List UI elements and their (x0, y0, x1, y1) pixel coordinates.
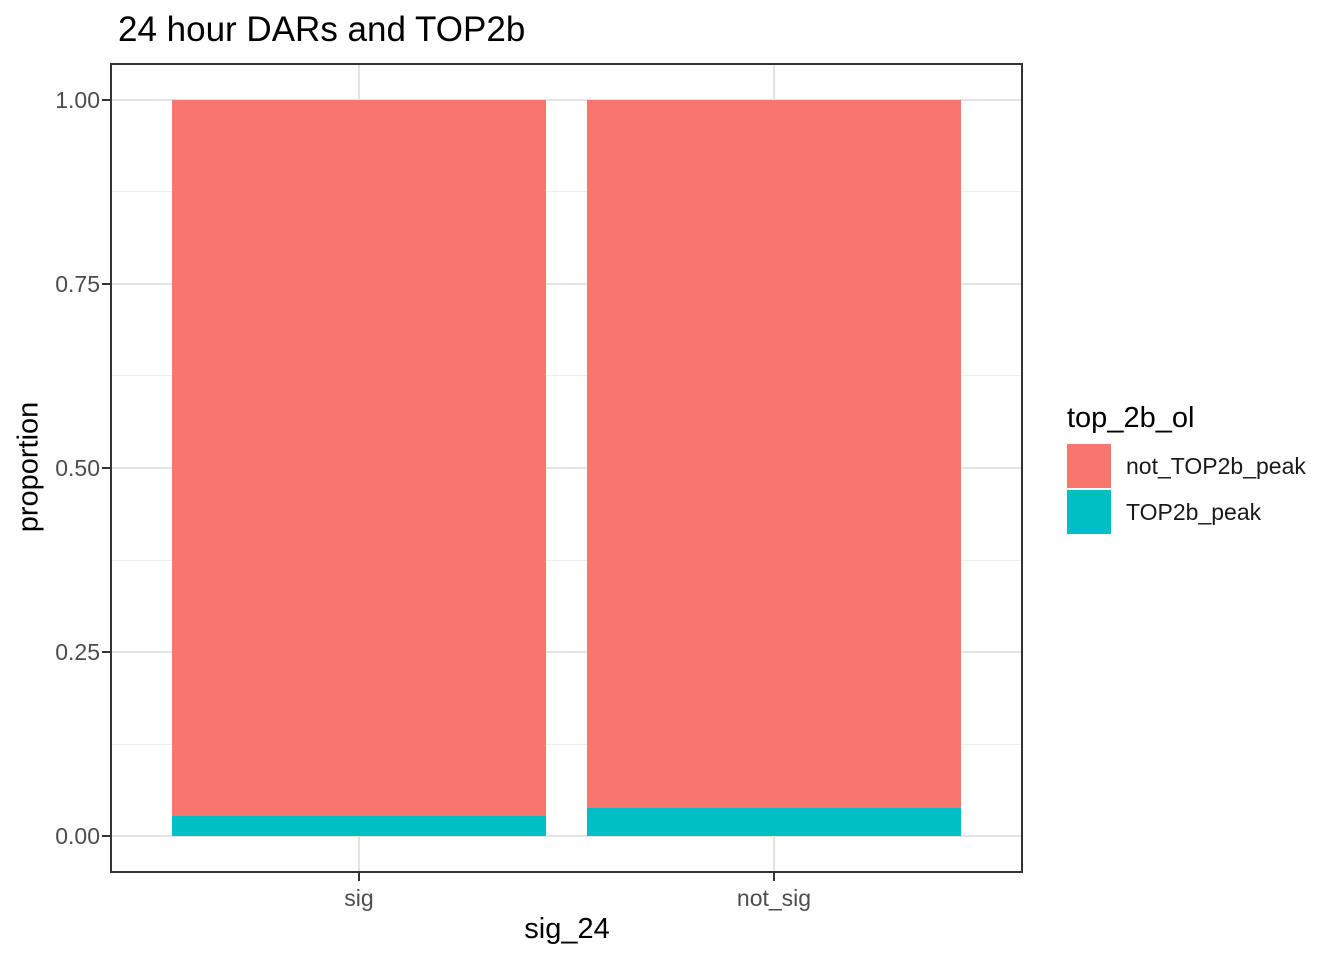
legend-title: top_2b_ol (1067, 402, 1195, 434)
x-tick-label: sig (344, 885, 374, 911)
gridline-minor (110, 559, 1023, 561)
x-axis-title: sig_24 (524, 913, 610, 945)
y-tick-label: 0.00 (55, 823, 100, 850)
legend: top_2b_ol not_TOP2b_peak TOP2b_peak (1067, 401, 1337, 536)
gridline-major (110, 98, 1023, 101)
legend-label: not_TOP2b_peak (1126, 452, 1306, 479)
gridline-major (110, 467, 1023, 469)
gridline-minor (110, 743, 1023, 745)
x-axis-tick (358, 873, 360, 881)
y-axis-tick (102, 467, 110, 469)
bar-segment-not_TOP2b_peak (587, 99, 961, 809)
legend-keys: not_TOP2b_peak TOP2b_peak (1067, 444, 1337, 534)
legend-entry: not_TOP2b_peak (1067, 444, 1337, 488)
y-axis-tick (102, 651, 110, 654)
gridline-major (110, 651, 1023, 654)
gridline-minor (110, 191, 1023, 193)
x-axis-tick (773, 873, 775, 881)
gridline-major (110, 282, 1023, 285)
y-tick-label: 0.25 (55, 639, 100, 666)
plot-panel (110, 63, 1023, 873)
y-tick-label: 0.50 (55, 455, 100, 481)
gridline-minor (110, 375, 1023, 377)
legend-swatch (1067, 490, 1111, 534)
y-axis-tick (102, 98, 110, 101)
y-tick-label: 1.00 (55, 86, 100, 113)
legend-label: TOP2b_peak (1126, 498, 1262, 525)
bar-segment-TOP2b_peak (587, 808, 961, 837)
legend-swatch (1067, 444, 1111, 488)
bar-segment-TOP2b_peak (172, 815, 546, 837)
x-tick-label: not_sig (736, 885, 812, 911)
gridline-major (110, 835, 1023, 838)
y-axis-tick (102, 835, 110, 838)
chart-title: 24 hour DARs and TOP2b (118, 10, 526, 49)
y-tick-label: 0.75 (55, 270, 100, 297)
y-axis-tick (102, 282, 110, 285)
legend-entry: TOP2b_peak (1067, 490, 1337, 534)
bar-segment-not_TOP2b_peak (172, 99, 546, 816)
